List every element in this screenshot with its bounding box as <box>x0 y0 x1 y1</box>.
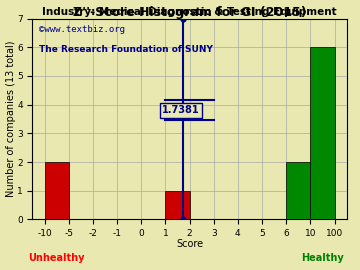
Bar <box>45 162 69 220</box>
Y-axis label: Number of companies (13 total): Number of companies (13 total) <box>5 41 15 197</box>
Bar <box>165 191 189 220</box>
Bar <box>310 47 334 220</box>
Text: Healthy: Healthy <box>301 253 344 263</box>
Bar <box>286 162 310 220</box>
Text: Unhealthy: Unhealthy <box>28 253 85 263</box>
Text: Industry: Medical Diagnostic & Testing Equipment: Industry: Medical Diagnostic & Testing E… <box>42 6 337 16</box>
Text: The Research Foundation of SUNY: The Research Foundation of SUNY <box>39 45 212 54</box>
Title: Z''-Score Histogram for GI (2015): Z''-Score Histogram for GI (2015) <box>73 6 306 19</box>
Text: ©www.textbiz.org: ©www.textbiz.org <box>39 25 125 33</box>
Text: 1.7381: 1.7381 <box>162 105 199 115</box>
X-axis label: Score: Score <box>176 239 203 249</box>
